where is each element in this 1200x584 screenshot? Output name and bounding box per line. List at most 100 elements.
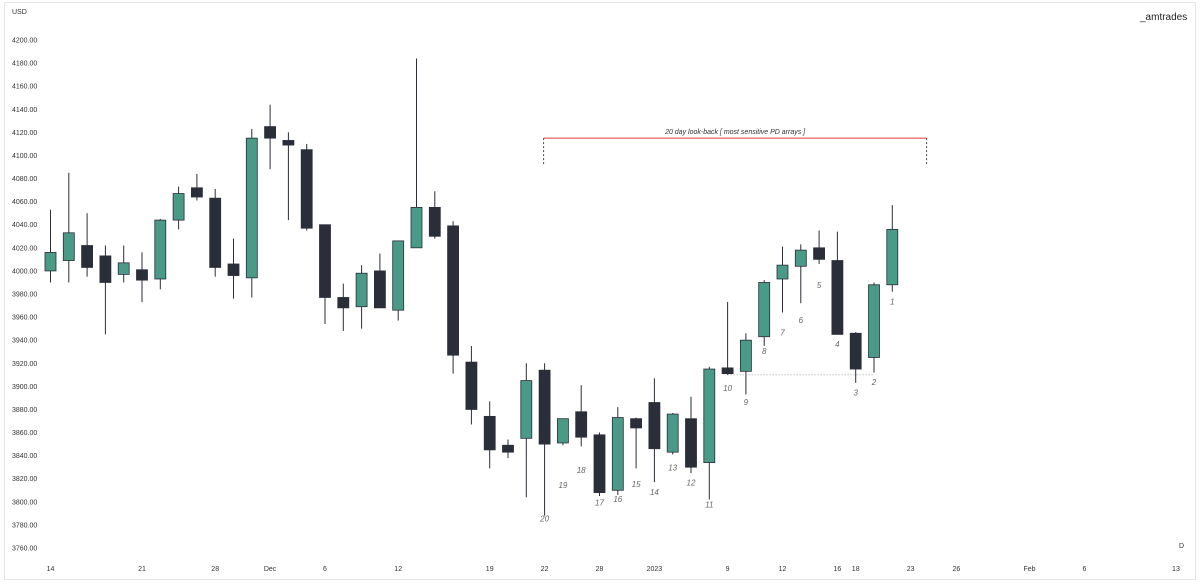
y-tick-label: 3800.00 bbox=[12, 499, 37, 506]
candle-count-label: 9 bbox=[744, 398, 749, 407]
candle bbox=[355, 265, 368, 329]
candle bbox=[154, 218, 167, 290]
x-tick-label: Dec bbox=[264, 566, 277, 573]
candle bbox=[62, 172, 75, 283]
candle bbox=[319, 224, 331, 325]
candle-count-label: 2 bbox=[871, 378, 877, 387]
candle bbox=[227, 238, 240, 299]
candle bbox=[264, 104, 277, 170]
y-tick-label: 3860.00 bbox=[12, 430, 37, 437]
y-tick-label: 4200.00 bbox=[12, 38, 37, 45]
candle bbox=[648, 378, 661, 483]
candle-body-up bbox=[62, 232, 75, 261]
candle-count-label: 14 bbox=[650, 488, 659, 497]
y-axis: 4200.00 4180.00 4160.00 4140.00 4120.00 4100.… bbox=[12, 38, 37, 553]
candle-body-up bbox=[355, 272, 368, 308]
candle-count-label: 8 bbox=[762, 347, 767, 356]
x-tick-label: 21 bbox=[138, 566, 146, 573]
candle-count-label: 1 bbox=[890, 297, 894, 306]
candle-body-down bbox=[428, 207, 441, 237]
x-tick-label: 13 bbox=[1172, 566, 1180, 573]
candle bbox=[685, 396, 697, 473]
y-tick-label: 3960.00 bbox=[12, 315, 37, 322]
candle-body-down bbox=[593, 434, 606, 493]
candle-body-up bbox=[703, 368, 716, 463]
candle bbox=[483, 401, 496, 469]
candle-body-down bbox=[685, 418, 697, 468]
candle-body-up bbox=[44, 252, 57, 272]
candle-count-labels: 20 19 18 17 16 15 14 13 12 11 10 9 8 7 6 5 4 3 2 1 bbox=[539, 281, 894, 523]
y-tick-label: 3840.00 bbox=[12, 453, 37, 460]
candle bbox=[813, 230, 825, 264]
y-tick-label: 4080.00 bbox=[12, 176, 37, 183]
candle-count-label: 7 bbox=[780, 329, 785, 338]
candle bbox=[557, 418, 569, 446]
y-tick-label: 4120.00 bbox=[12, 130, 37, 137]
candle-body-up bbox=[776, 264, 789, 280]
candle-body-down bbox=[264, 126, 277, 139]
y-tick-label: 4040.00 bbox=[12, 222, 37, 229]
timeframe-label: D bbox=[1179, 543, 1184, 550]
candle-body-up bbox=[557, 418, 569, 444]
candle bbox=[593, 432, 606, 497]
candle-body-down bbox=[227, 263, 240, 276]
x-tick-label: 19 bbox=[486, 566, 494, 573]
candle bbox=[886, 205, 899, 292]
candle-body-up bbox=[392, 240, 405, 311]
y-tick-label: 3900.00 bbox=[12, 384, 37, 391]
candle-body-up bbox=[245, 137, 258, 279]
candle bbox=[538, 363, 551, 516]
candle-body-up bbox=[794, 249, 807, 267]
x-tick-label: 12 bbox=[779, 566, 787, 573]
candle bbox=[831, 231, 844, 335]
y-tick-label: 4180.00 bbox=[12, 61, 37, 68]
x-tick-label: 26 bbox=[952, 566, 960, 573]
candle-count-label: 17 bbox=[595, 498, 604, 507]
y-tick-label: 4060.00 bbox=[12, 199, 37, 206]
candle-count-label: 5 bbox=[817, 281, 822, 290]
candle bbox=[703, 366, 716, 500]
candle-body-down bbox=[190, 187, 203, 198]
candle-count-label: 15 bbox=[632, 480, 641, 489]
x-tick-label: 22 bbox=[541, 566, 549, 573]
y-tick-label: 3940.00 bbox=[12, 338, 37, 345]
candle bbox=[776, 246, 789, 313]
x-tick-label: 6 bbox=[323, 566, 327, 573]
y-tick-label: 3820.00 bbox=[12, 476, 37, 483]
candle-body-up bbox=[117, 262, 130, 275]
candle-body-down bbox=[373, 270, 386, 309]
candle-count-label: 19 bbox=[558, 481, 567, 490]
candle-body-up bbox=[868, 284, 880, 358]
x-tick-label: 16 bbox=[834, 566, 842, 573]
y-tick-label: 3880.00 bbox=[12, 407, 37, 414]
candle-body-down bbox=[648, 402, 661, 450]
x-tick-label: 14 bbox=[47, 566, 55, 573]
candle bbox=[740, 333, 752, 395]
candle bbox=[190, 173, 203, 201]
candle bbox=[172, 186, 185, 230]
candle-body-up bbox=[410, 207, 423, 249]
candle bbox=[502, 439, 514, 458]
y-tick-label: 3760.00 bbox=[12, 546, 37, 553]
candle-body-down bbox=[630, 418, 642, 429]
candle-body-up bbox=[154, 219, 167, 280]
y-tick-label: 4020.00 bbox=[12, 245, 37, 252]
candle-body-down bbox=[337, 297, 350, 309]
candle-body-up bbox=[172, 193, 185, 221]
y-tick-label: 4000.00 bbox=[12, 268, 37, 275]
candle bbox=[447, 221, 460, 374]
axis-unit-label: USD bbox=[12, 9, 27, 16]
candle bbox=[410, 58, 423, 249]
x-tick-label: 23 bbox=[907, 566, 915, 573]
candle-body-down bbox=[502, 444, 514, 453]
candle-body-down bbox=[538, 369, 551, 445]
candle-count-label: 10 bbox=[723, 384, 732, 393]
candle-body-up bbox=[758, 282, 771, 338]
candle bbox=[81, 213, 93, 277]
candle-body-up bbox=[666, 413, 679, 453]
candle-count-label: 3 bbox=[853, 389, 858, 398]
candle-body-down bbox=[575, 411, 588, 438]
x-tick-label: 2023 bbox=[647, 566, 663, 573]
watermark-handle: _amtrades bbox=[1139, 12, 1187, 23]
